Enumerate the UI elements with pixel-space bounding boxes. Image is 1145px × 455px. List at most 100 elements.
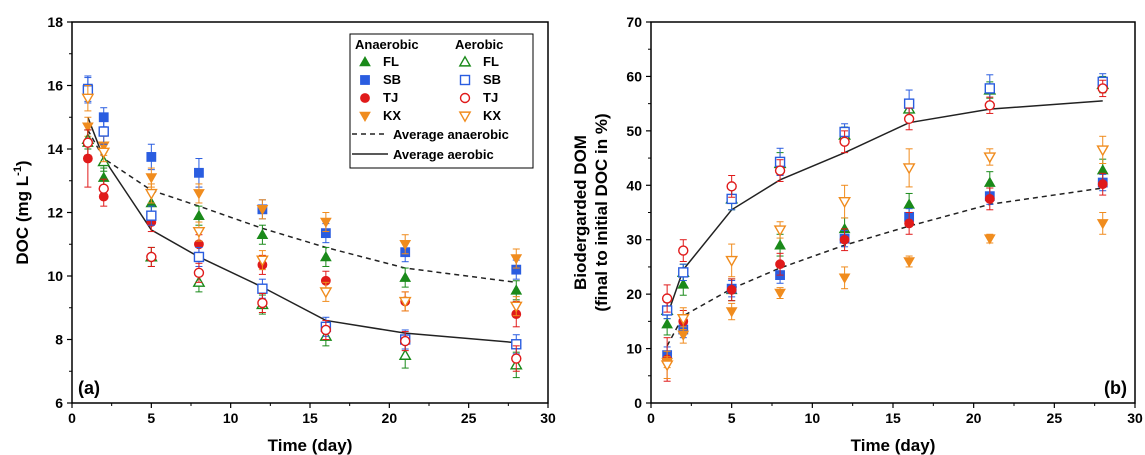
legend-marker-aerobic-fl	[458, 55, 472, 67]
data-point	[399, 239, 412, 251]
data-point	[146, 251, 157, 263]
data-point	[775, 259, 785, 270]
y-axis-title-end: )	[13, 160, 32, 166]
data-point	[774, 288, 786, 300]
data-point	[725, 307, 738, 318]
data-point	[194, 167, 204, 178]
y-axis-title-line2: (final to initial DOC in %)	[592, 113, 611, 311]
y-axis-title: Biodergarded DOM	[571, 135, 590, 290]
y-axis-title: DOC (mg L-1)	[12, 160, 32, 264]
legend: Anaerobic Aerobic FL SB TJ KX FL SB TJ KX Average …	[349, 33, 534, 169]
data-point	[1096, 164, 1109, 175]
data-point	[984, 193, 995, 204]
legend-label-anaerobic-sb: SB	[383, 72, 401, 87]
average-line-anaerobic	[666, 187, 1103, 347]
data-point	[256, 255, 269, 267]
data-point	[903, 257, 915, 268]
data-point	[320, 217, 332, 229]
x-tick-label: 20	[966, 410, 982, 426]
data-point	[983, 234, 996, 245]
y-tick-label: 0	[634, 395, 642, 411]
x-tick-label: 30	[540, 410, 556, 426]
legend-label-anaerobic-kx: KX	[383, 108, 401, 123]
data-point	[398, 348, 412, 360]
legend-group-anaerobic: Anaerobic	[355, 37, 419, 52]
legend-box	[349, 33, 534, 169]
data-point	[983, 176, 996, 187]
legend-label-aerobic-kx: KX	[483, 108, 501, 123]
data-point	[726, 284, 737, 295]
data-point	[984, 100, 995, 111]
data-point	[320, 324, 332, 336]
average-line-anaerobic	[87, 129, 517, 284]
legend-label-aerobic-sb: SB	[483, 72, 501, 87]
x-tick-label: 25	[1047, 410, 1063, 426]
plot-frame	[650, 21, 1136, 404]
y-tick-label: 18	[47, 14, 63, 30]
legend-group-aerobic: Aerobic	[455, 37, 503, 52]
data-point	[774, 239, 786, 250]
y-tick-label: 6	[55, 395, 63, 411]
x-axis-title: Time (day)	[851, 436, 936, 455]
data-point	[146, 152, 157, 162]
series-aerobic-sb	[661, 73, 1108, 320]
data-point	[193, 251, 205, 263]
data-point	[193, 189, 205, 200]
legend-label-average-aerobic: Average aerobic	[393, 147, 494, 162]
y-tick-label: 16	[47, 78, 63, 94]
panel-label: (a)	[78, 378, 100, 398]
data-point	[1097, 179, 1108, 190]
data-point	[773, 225, 787, 237]
legend-marker-anaerobic-sb	[360, 75, 370, 85]
y-tick-label: 10	[626, 341, 642, 357]
x-tick-label: 5	[147, 410, 155, 426]
data-point	[1096, 145, 1110, 157]
y-tick-label: 60	[626, 68, 642, 84]
data-point	[725, 255, 739, 267]
y-tick-label: 14	[47, 141, 63, 157]
y-axis-title-superscript: -1	[12, 166, 24, 176]
legend-marker-anaerobic-kx	[359, 111, 371, 122]
data-point	[660, 360, 674, 372]
data-point	[510, 284, 523, 295]
data-point	[98, 183, 109, 194]
data-point	[510, 254, 523, 265]
panel-label: (b)	[1104, 378, 1127, 398]
legend-marker-aerobic-sb	[459, 74, 471, 86]
data-point	[983, 152, 997, 164]
x-tick-label: 15	[302, 410, 318, 426]
y-tick-label: 8	[55, 332, 63, 348]
data-point	[1096, 219, 1109, 230]
data-point	[320, 250, 332, 262]
chart-panel-b: 0 5 10 15 20 25 30 0 10 20 30 40 50 60 70 Time (day) Bio…	[571, 14, 1143, 455]
data-point	[676, 314, 690, 326]
data-point	[98, 126, 109, 137]
data-point	[399, 271, 412, 282]
data-point	[839, 136, 850, 147]
data-point	[903, 113, 915, 125]
average-line-aerobic	[666, 100, 1103, 317]
data-point	[511, 353, 522, 364]
y-tick-label: 30	[626, 232, 642, 248]
data-point	[984, 83, 995, 94]
data-point	[82, 137, 94, 148]
data-point	[838, 197, 851, 209]
data-point	[398, 296, 412, 308]
y-tick-label: 70	[626, 14, 642, 30]
series-aerobic-tj	[82, 129, 522, 372]
x-tick-label: 5	[728, 410, 736, 426]
data-point	[82, 122, 94, 133]
y-tick-label: 10	[47, 268, 63, 284]
legend-label-aerobic-fl: FL	[483, 54, 499, 69]
data-point	[400, 335, 411, 347]
data-point	[256, 205, 269, 216]
legend-marker-aerobic-kx	[458, 111, 472, 123]
data-point	[97, 147, 111, 159]
data-point	[678, 245, 689, 256]
x-tick-label: 0	[68, 410, 76, 426]
data-point	[678, 267, 689, 278]
data-point	[1097, 83, 1108, 94]
average-line-aerobic	[87, 116, 517, 344]
data-point	[509, 301, 523, 313]
y-tick-label: 40	[626, 177, 642, 193]
